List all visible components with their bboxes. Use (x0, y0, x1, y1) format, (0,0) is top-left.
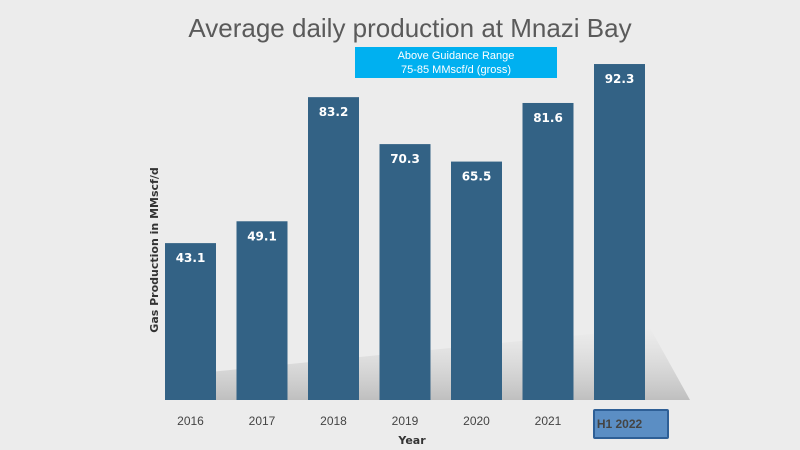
x-axis-label: Year (397, 434, 426, 447)
guidance-box (355, 47, 557, 78)
data-label-2020: 65.5 (462, 170, 492, 184)
data-labels-group: 43.1 49.1 83.2 70.3 65.5 81.6 92.3 (176, 72, 635, 265)
x-tick-label-2020: 2020 (463, 414, 490, 428)
x-tick-label-h1-2022: H1 2022 (597, 417, 643, 431)
bar-2019 (379, 144, 431, 400)
bars-group (165, 64, 645, 400)
x-tick-label-2016: 2016 (177, 414, 204, 428)
guidance-line-1: Above Guidance Range (398, 50, 515, 62)
guidance-annotation: Above Guidance Range 75-85 MMscf/d (gros… (355, 47, 557, 78)
guidance-line-2: 75-85 MMscf/d (gross) (401, 64, 511, 76)
bar-2020 (451, 161, 502, 400)
x-tick-labels-group: 2016 2017 2018 2019 2020 2021 H1 2022 (177, 414, 642, 431)
bar-2018 (308, 97, 359, 400)
bar-2021 (522, 102, 574, 400)
chart-title: Average daily production at Mnazi Bay (188, 13, 631, 43)
data-label-h1-2022: 92.3 (605, 72, 635, 86)
data-label-2018: 83.2 (319, 105, 349, 119)
x-tick-label-2018: 2018 (320, 414, 347, 428)
data-label-2016: 43.1 (176, 251, 206, 265)
highlight-category-box (593, 409, 669, 439)
data-label-2021: 81.6 (533, 111, 563, 125)
bar-h1-2022 (594, 64, 645, 400)
bar-2017 (236, 221, 288, 400)
data-label-2017: 49.1 (247, 229, 277, 243)
y-axis-label: Gas Production in MMscf/d (148, 167, 161, 332)
x-tick-label-2017: 2017 (249, 414, 276, 428)
x-tick-label-2021: 2021 (535, 414, 562, 428)
data-label-2019: 70.3 (390, 152, 420, 166)
bar-2016 (165, 243, 216, 400)
x-tick-label-2019: 2019 (392, 414, 419, 428)
